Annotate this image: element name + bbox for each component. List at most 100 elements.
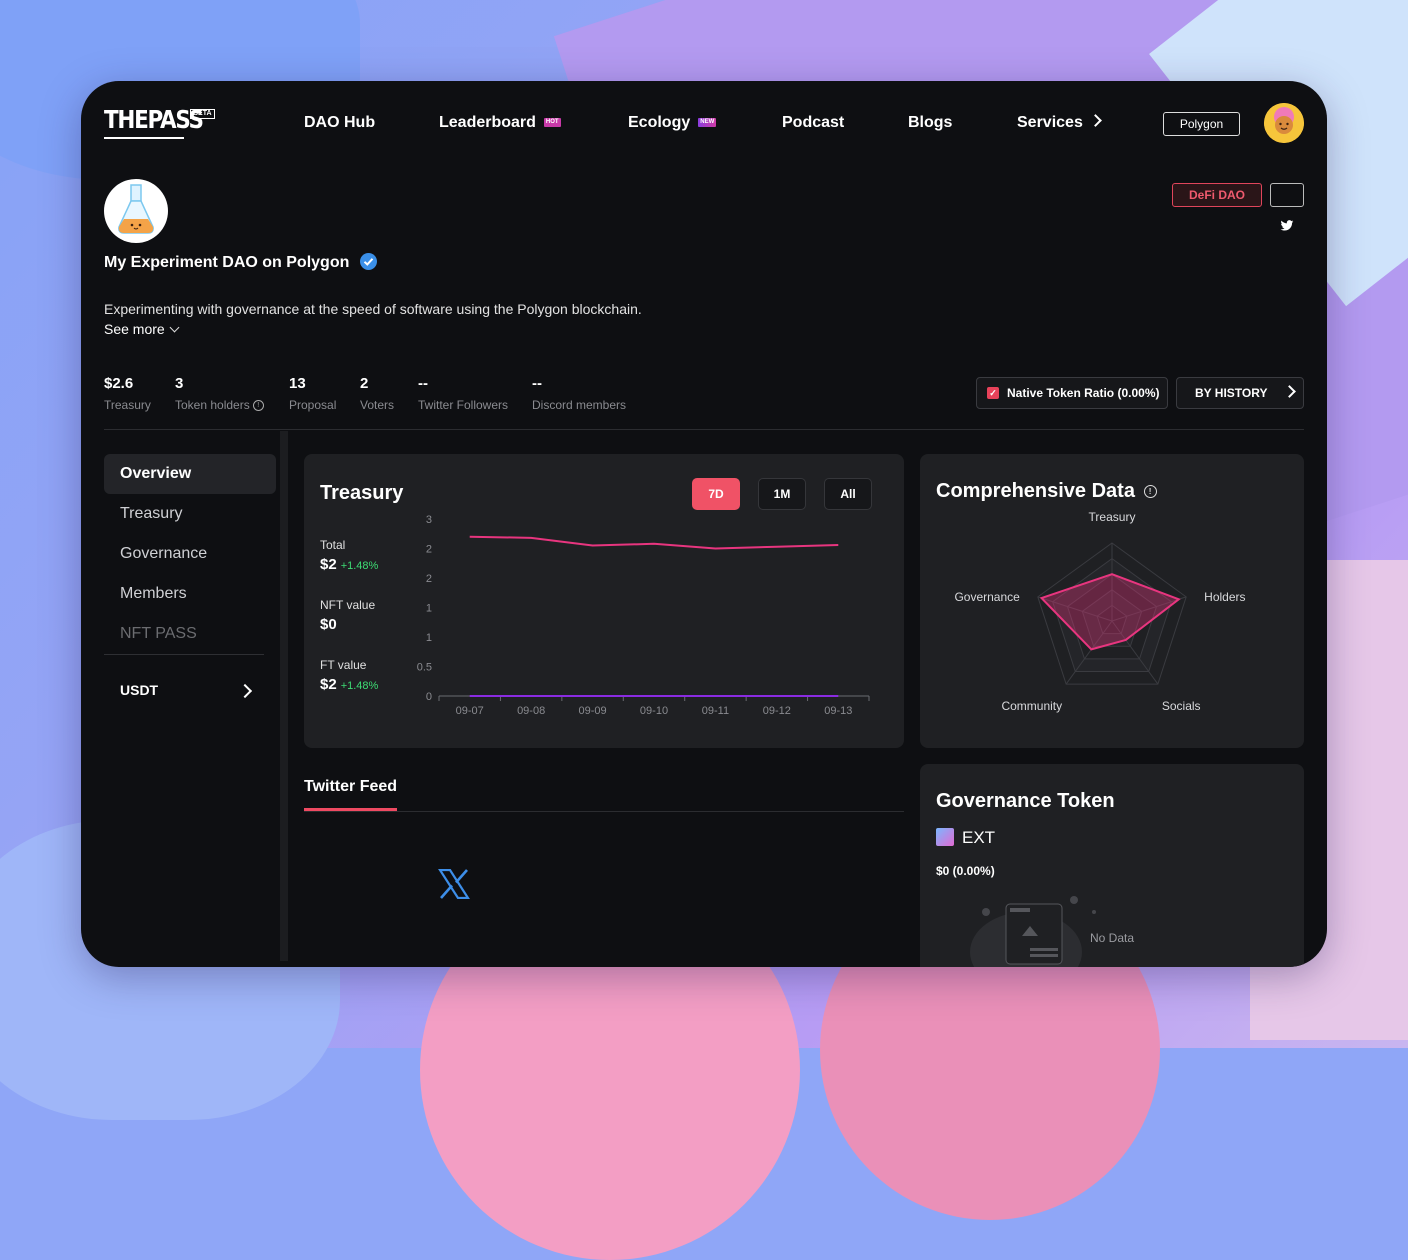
x-tick-label: 09-09 <box>579 705 607 717</box>
series-line-total <box>469 535 839 550</box>
info-icon[interactable]: ! <box>1143 485 1157 499</box>
dao-description: Experimenting with governance at the spe… <box>104 301 642 317</box>
logo-underline <box>104 137 184 139</box>
nav-blogs[interactable]: Blogs <box>908 114 952 132</box>
by-history-label: BY HISTORY <box>1195 386 1268 400</box>
governance-token-title: Governance Token <box>936 790 1115 812</box>
metric-value-text: $0 <box>320 616 337 633</box>
metric-total-value: $2 +1.48% <box>320 556 378 573</box>
native-token-ratio-label: Native Token Ratio (0.00%) <box>1007 386 1160 400</box>
radar-data-area <box>1039 573 1181 651</box>
dao-logo <box>104 179 168 243</box>
sidebar-item-governance[interactable]: Governance <box>120 545 208 562</box>
token-icon <box>936 827 954 846</box>
metric-change: +1.48% <box>340 680 379 692</box>
stat-value: -- <box>418 375 428 392</box>
app-window: THEPASS BETA DAO Hub Leaderboard HOT Ecol… <box>81 81 1327 967</box>
stat-label: Discord members <box>532 398 627 412</box>
metric-value-text: $2 <box>320 676 337 693</box>
chevron-right-icon[interactable] <box>237 683 253 699</box>
stat-treasury: $2.6 Treasury <box>104 375 151 412</box>
x-tick-label: 09-07 <box>456 705 484 717</box>
verified-icon <box>359 253 377 271</box>
checkbox-icon[interactable]: ✓ <box>987 386 999 399</box>
range-1m-button[interactable]: 1M <box>758 478 806 510</box>
stat-label: Proposal <box>289 398 337 412</box>
x-tick-label: 09-12 <box>763 705 791 717</box>
treasury-panel: Treasury 7D 1M All Total $2 +1.48% NFT va… <box>304 454 904 748</box>
treasury-line-chart: 3 2 2 1 1 0.5 0 09-07 09-08 09-09 09-10 09-11 09-12 0… <box>417 514 870 717</box>
chain-selector[interactable]: Polygon <box>1163 112 1240 136</box>
beta-badge: BETA <box>190 109 215 119</box>
sidebar-item-members[interactable]: Members <box>120 585 187 602</box>
currency-selector[interactable]: USDT <box>120 682 159 698</box>
dao-name-text: My Experiment DAO on Polygon <box>104 254 350 271</box>
radar-spoke <box>1111 596 1187 622</box>
y-tick-label: 2 <box>426 573 432 585</box>
token-symbol-text: EXT <box>962 828 996 847</box>
thepass-logo[interactable]: THEPASS BETA <box>104 105 219 139</box>
tab-divider <box>304 811 904 812</box>
radar-spoke <box>1037 596 1113 622</box>
info-icon[interactable]: ! <box>252 400 264 412</box>
empty-badge <box>1270 183 1304 207</box>
metric-nft-value: $0 <box>320 616 337 633</box>
range-7d-button[interactable]: 7D <box>692 478 740 510</box>
logo-text: THEPASS <box>104 105 204 134</box>
metric-ft-label: FT value <box>320 658 367 672</box>
by-history-button[interactable]: BY HISTORY <box>1176 377 1304 409</box>
metric-change: +1.48% <box>340 560 379 572</box>
tab-twitter-feed[interactable]: Twitter Feed <box>304 778 398 795</box>
active-tab-underline <box>304 808 397 811</box>
metric-nft-label: NFT value <box>320 598 376 612</box>
comprehensive-panel: Comprehensive Data ! Treasury Holders Soci… <box>920 454 1304 748</box>
nav-leaderboard[interactable]: Leaderboard HOT <box>439 114 561 132</box>
chevron-right-icon <box>1088 114 1102 128</box>
radar-axis-label: Holders <box>1204 590 1245 604</box>
twitter-icon[interactable] <box>1280 219 1294 237</box>
token-symbol: EXT <box>936 827 996 848</box>
native-token-ratio-toggle[interactable]: ✓ Native Token Ratio (0.00%) <box>976 377 1168 409</box>
sidebar-item-overview[interactable]: Overview <box>104 454 276 494</box>
sidebar-item-nft-pass[interactable]: NFT PASS <box>120 625 197 642</box>
y-tick-label: 0.5 <box>417 662 432 674</box>
nav-podcast[interactable]: Podcast <box>782 114 844 132</box>
range-all-button[interactable]: All <box>824 478 872 510</box>
no-data-illustration <box>970 896 1096 967</box>
dao-name: My Experiment DAO on Polygon <box>104 253 377 272</box>
stat-value: -- <box>532 375 542 392</box>
avatar-illustration <box>1264 103 1304 143</box>
flask-icon <box>118 184 154 234</box>
avatar[interactable] <box>1264 103 1304 143</box>
radar-axis-label: Governance <box>954 590 1020 604</box>
y-tick-label: 1 <box>426 632 432 644</box>
y-tick-label: 2 <box>426 544 432 556</box>
y-tick-label: 1 <box>426 603 432 615</box>
radar-axis-label: Socials <box>1162 699 1201 713</box>
new-tag: NEW <box>698 118 717 128</box>
see-more-link[interactable]: See more <box>104 321 180 337</box>
y-tick-label: 0 <box>426 691 432 703</box>
stat-label: Twitter Followers <box>418 398 509 412</box>
sidebar-item-treasury[interactable]: Treasury <box>120 505 183 522</box>
radar-axis-label: Community <box>1001 699 1062 713</box>
radar-spoke <box>1065 620 1113 685</box>
y-tick-label: 3 <box>426 514 432 526</box>
chevron-down-icon <box>169 322 180 333</box>
nav-services[interactable]: Services <box>1017 114 1102 132</box>
section-divider <box>104 429 1304 430</box>
radar-spoke <box>1111 620 1159 685</box>
metric-ft-value: $2 +1.48% <box>320 676 378 693</box>
sidebar-scrollbar[interactable] <box>280 431 288 961</box>
stat-label: Token holders! <box>175 398 264 412</box>
nav-label: Services <box>1017 114 1083 131</box>
nav-label: Ecology <box>628 114 691 131</box>
nav-label: Blogs <box>908 114 953 131</box>
nav-dao-hub[interactable]: DAO Hub <box>304 114 375 132</box>
x-tick-label: 09-13 <box>824 705 852 717</box>
nav-ecology[interactable]: Ecology NEW <box>628 114 717 132</box>
x-tick-label: 09-08 <box>517 705 545 717</box>
sidebar-divider <box>104 654 264 655</box>
token-price: $0 (0.00%) <box>936 864 995 878</box>
treasury-title: Treasury <box>320 482 404 504</box>
